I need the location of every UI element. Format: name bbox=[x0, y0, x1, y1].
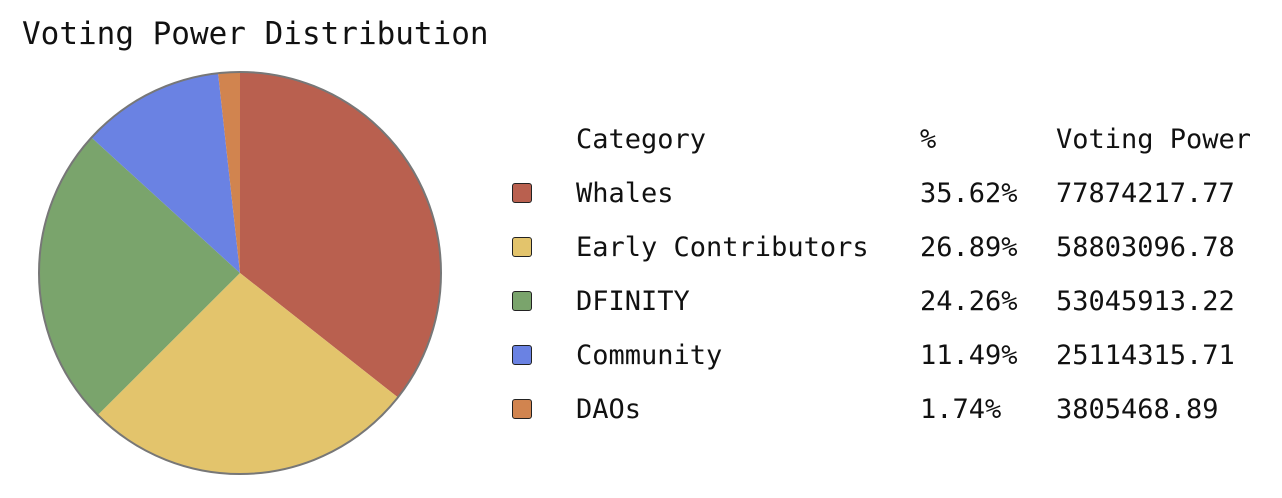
legend-category: DFINITY bbox=[576, 285, 690, 317]
pie-slice-dfinity bbox=[38, 137, 240, 416]
legend-header-row: Category % Voting Power bbox=[504, 112, 1251, 166]
chart-title: Voting Power Distribution bbox=[22, 16, 489, 52]
legend-value: 25114315.71 bbox=[1056, 339, 1235, 371]
legend-swatch bbox=[512, 291, 532, 311]
legend-header-value: Voting Power bbox=[1056, 123, 1252, 155]
legend-category: Whales bbox=[576, 177, 674, 209]
legend-category: Early Contributors bbox=[576, 231, 869, 263]
legend-row: Community 11.49% 25114315.71 bbox=[504, 328, 1251, 382]
pie-slice-daos bbox=[218, 72, 240, 273]
pie-chart bbox=[38, 71, 442, 475]
legend-value: 53045913.22 bbox=[1056, 285, 1235, 317]
legend-row: Whales 35.62% 77874217.77 bbox=[504, 166, 1251, 220]
legend-header-category: Category bbox=[576, 123, 707, 155]
legend-value: 77874217.77 bbox=[1056, 177, 1235, 209]
legend-swatch bbox=[512, 399, 532, 419]
legend-header-percent: % bbox=[920, 123, 937, 155]
pie-slices bbox=[38, 71, 442, 475]
legend-percent: 26.89% bbox=[920, 231, 1018, 263]
legend-swatch bbox=[512, 237, 532, 257]
legend-swatch bbox=[512, 345, 532, 365]
legend-value: 58803096.78 bbox=[1056, 231, 1235, 263]
legend-percent: 1.74% bbox=[920, 393, 1002, 425]
legend-category: Community bbox=[576, 339, 723, 371]
pie-slice-community bbox=[91, 73, 240, 273]
legend-value: 3805468.89 bbox=[1056, 393, 1219, 425]
pie-outline bbox=[38, 71, 442, 475]
pie-slice-whales bbox=[240, 72, 442, 398]
legend-percent: 24.26% bbox=[920, 285, 1018, 317]
legend-category: DAOs bbox=[576, 393, 642, 425]
legend-row: DFINITY 24.26% 53045913.22 bbox=[504, 274, 1251, 328]
legend-header-swatch-spacer bbox=[504, 112, 576, 166]
legend-row: DAOs 1.74% 3805468.89 bbox=[504, 382, 1251, 436]
legend-swatch bbox=[512, 183, 532, 203]
legend-percent: 35.62% bbox=[920, 177, 1018, 209]
pie-slice-early-contributors bbox=[97, 273, 398, 475]
legend-table: Category % Voting Power Whales 35.62% 77… bbox=[504, 112, 1251, 436]
legend-percent: 11.49% bbox=[920, 339, 1018, 371]
legend-row: Early Contributors 26.89% 58803096.78 bbox=[504, 220, 1251, 274]
